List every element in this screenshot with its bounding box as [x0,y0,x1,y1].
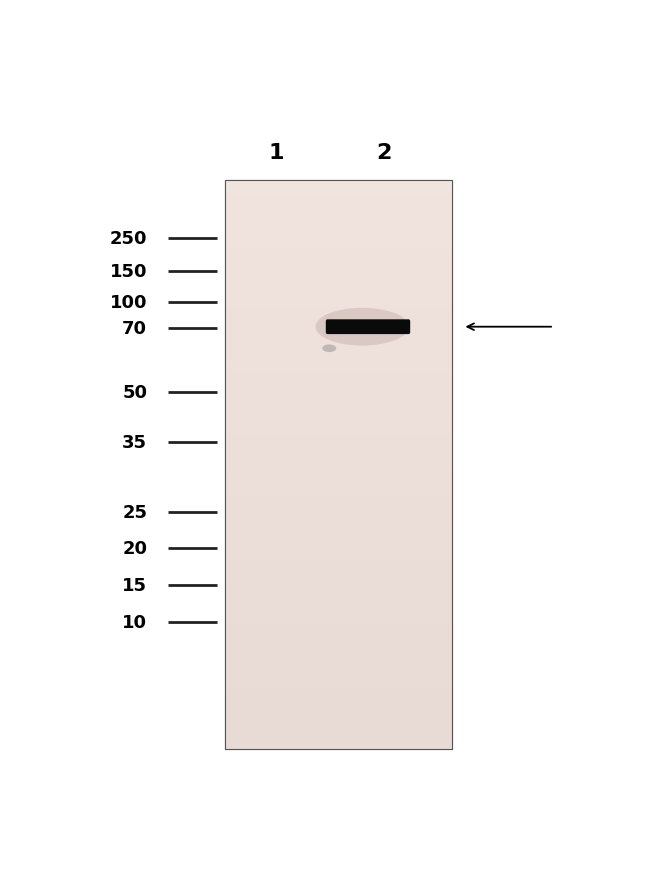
Bar [225,182,452,749]
Text: 2: 2 [376,143,391,163]
Text: 15: 15 [122,576,147,594]
Text: 25: 25 [122,503,147,521]
Text: 1: 1 [269,143,284,163]
Text: 250: 250 [110,230,147,248]
Ellipse shape [322,345,336,353]
Text: 150: 150 [110,263,147,281]
Text: 35: 35 [122,434,147,452]
FancyBboxPatch shape [326,320,410,335]
Text: 50: 50 [122,384,147,401]
Ellipse shape [315,308,409,346]
Text: 10: 10 [122,613,147,631]
Text: 100: 100 [110,294,147,312]
Text: 70: 70 [122,320,147,338]
Text: 20: 20 [122,540,147,558]
Bar [225,182,452,749]
